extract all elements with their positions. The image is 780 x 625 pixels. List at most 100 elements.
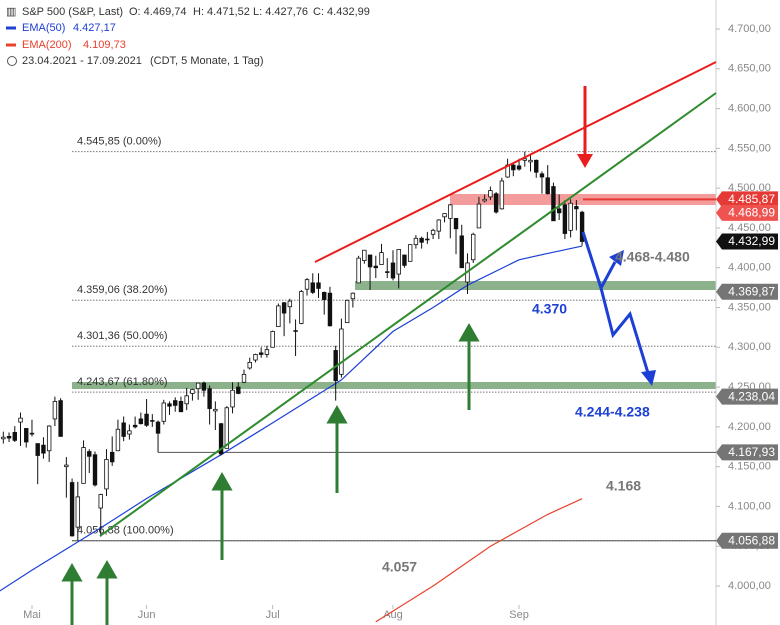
legend-value: 4.109,73 — [83, 39, 126, 51]
candle-body — [367, 254, 373, 268]
y-tick-label: 4.650,00 — [728, 63, 771, 75]
arrow-head — [326, 404, 348, 424]
price-tag — [716, 532, 778, 549]
candle-body — [253, 354, 258, 361]
candle-body — [562, 204, 568, 234]
candle-body — [224, 407, 230, 449]
price-tag-label: 4.369,87 — [728, 284, 775, 298]
y-tick-label: 4.450,00 — [728, 222, 771, 234]
candle-body — [493, 193, 499, 213]
candle-body — [41, 444, 46, 454]
candle-body — [425, 238, 430, 241]
candle-body — [270, 330, 275, 348]
candle-body — [528, 159, 533, 163]
legend-label: EMA(50) — [22, 22, 65, 34]
price-tag-label: 4.468,99 — [728, 205, 775, 219]
candle-body — [522, 158, 527, 161]
price-tag-label: 4.238,04 — [728, 389, 775, 403]
candle-body — [178, 401, 184, 413]
header: ▥ S&P 500 (S&P, Last) O: 4.469,74 H: 4.4… — [6, 6, 370, 67]
candle-body — [304, 279, 310, 290]
candle-body — [327, 292, 333, 327]
candle-body — [161, 402, 166, 422]
x-tick-label: Mai — [23, 609, 41, 621]
candle-body — [293, 330, 298, 332]
x-tick-label: Jun — [138, 609, 156, 621]
candle-body — [488, 190, 493, 198]
ohlc-value: C: 4.432,99 — [313, 6, 370, 18]
candle-body — [75, 496, 81, 528]
background-layer: 4.000,004.050,004.100,004.150,004.200,00… — [23, 0, 771, 625]
candle-body — [276, 305, 281, 328]
candle-body — [516, 165, 522, 170]
candle-body — [344, 299, 350, 324]
y-tick-label: 4.000,00 — [728, 580, 771, 592]
support-zone — [355, 281, 716, 290]
y-tick-label: 4.550,00 — [728, 142, 771, 154]
candle-body — [52, 401, 58, 420]
candle-body — [150, 420, 155, 422]
candle-body — [236, 386, 241, 394]
candle-body — [12, 432, 17, 441]
candle-body — [459, 235, 464, 269]
y-tick-label: 4.300,00 — [728, 341, 771, 353]
candle-body — [24, 428, 29, 443]
candle-body — [511, 164, 516, 171]
candle-body — [258, 352, 264, 355]
candle-body — [184, 395, 189, 405]
candle-body — [213, 408, 218, 412]
candle-body — [316, 282, 321, 289]
y-tick-label: 4.700,00 — [728, 23, 771, 35]
forecast-path — [581, 231, 617, 292]
date-range: 23.04.2021 - 17.09.2021 — [22, 55, 142, 67]
candle-body — [190, 389, 195, 394]
y-tick-label: 4.600,00 — [728, 102, 771, 114]
channel-line — [314, 61, 717, 263]
arrow-head — [61, 562, 83, 582]
arrow-head — [609, 250, 624, 266]
candle-body — [287, 300, 293, 308]
candle-body — [69, 482, 75, 537]
candle-body — [556, 208, 562, 214]
legend-swatch — [6, 43, 16, 47]
candle-body — [385, 271, 390, 273]
legend-label: EMA(200) — [22, 39, 72, 51]
forecast-path — [599, 287, 650, 374]
arrow-head — [458, 322, 480, 342]
candle-body — [310, 282, 315, 293]
candle-body — [568, 202, 573, 231]
price-tag — [716, 388, 778, 405]
candle-body — [471, 233, 476, 261]
ohlc-value: H: 4.471,52 — [193, 6, 250, 18]
candle-body — [121, 422, 126, 437]
candle-body — [482, 198, 487, 202]
candle-body — [476, 203, 482, 229]
instrument-title: S&P 500 (S&P, Last) — [22, 6, 123, 18]
annotation: 4.057 — [382, 559, 417, 575]
candle-body — [81, 447, 86, 484]
candle-body — [144, 413, 149, 426]
arrow-head — [641, 370, 656, 386]
annotation: 4.244-4.238 — [575, 404, 650, 420]
candle-body — [195, 382, 201, 390]
annotation: 4.168 — [606, 478, 641, 494]
candle-body — [390, 262, 396, 279]
clock-icon — [7, 56, 17, 66]
x-tick-label: Aug — [383, 609, 403, 621]
candle-body — [356, 257, 361, 284]
candle-body — [64, 464, 69, 468]
candle-body — [98, 494, 103, 509]
legend-swatch — [6, 26, 16, 30]
y-tick-label: 4.100,00 — [728, 500, 771, 512]
candle-body — [230, 389, 235, 408]
candle-body — [551, 186, 556, 222]
candle-body — [430, 229, 436, 235]
candle-body — [448, 204, 453, 219]
period: (CDT, 5 Monate, 1 Tag) — [150, 55, 264, 67]
ema-line — [375, 498, 583, 623]
candle-body — [1, 436, 6, 440]
candle-body — [155, 421, 161, 434]
candle-body — [104, 459, 109, 490]
candle-body — [58, 400, 63, 437]
drawing-layer — [61, 61, 717, 625]
